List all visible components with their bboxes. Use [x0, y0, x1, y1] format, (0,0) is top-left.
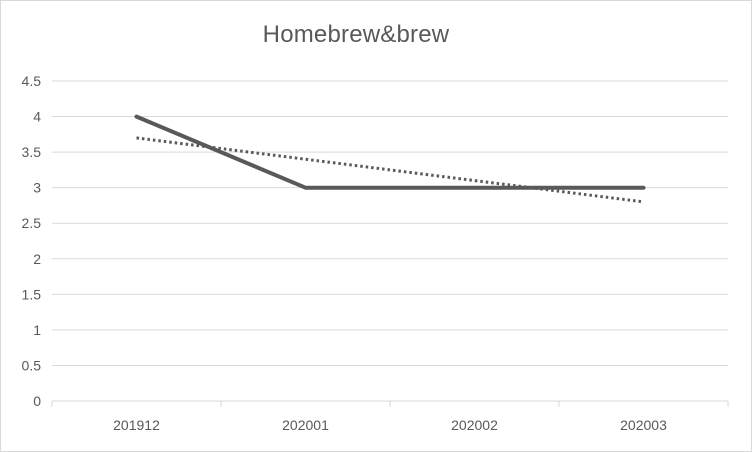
y-tick-label: 2: [33, 251, 41, 267]
y-tick-label: 1.5: [22, 286, 42, 302]
y-tick-label: 0: [33, 393, 41, 409]
y-tick-label: 1: [33, 322, 41, 338]
x-tick-label: 202002: [451, 417, 498, 433]
y-tick-label: 4: [33, 109, 41, 125]
y-tick-label: 3: [33, 180, 41, 196]
x-tick-label: 202003: [620, 417, 667, 433]
chart-title: Homebrew&brew: [262, 21, 450, 48]
x-tick-label: 202001: [282, 417, 329, 433]
series-line: [134, 114, 646, 190]
trendline: [136, 136, 644, 204]
y-tick-label: 0.5: [22, 357, 42, 373]
y-tick-label: 4.5: [22, 73, 42, 89]
x-tick-label: 201912: [113, 417, 160, 433]
y-tick-label: 3.5: [22, 144, 42, 160]
y-tick-label: 2.5: [22, 215, 42, 231]
